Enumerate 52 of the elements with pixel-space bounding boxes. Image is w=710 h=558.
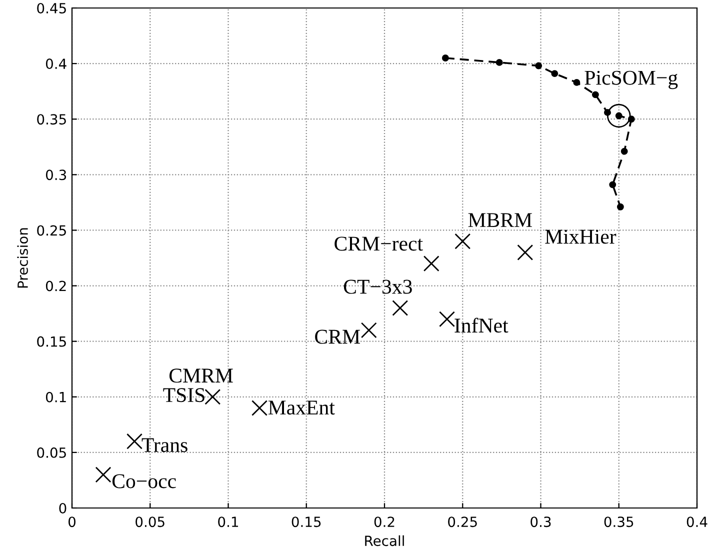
y-tick-label: 0.1 xyxy=(46,392,66,402)
point xyxy=(204,388,221,405)
point xyxy=(442,54,449,62)
annotation: InfNet xyxy=(454,318,508,333)
annotation: CRM−rect xyxy=(334,236,423,251)
point xyxy=(616,203,624,210)
x-tick-label: 0.1 xyxy=(218,516,238,528)
annotation: CRM xyxy=(315,330,360,344)
annotation: TSIS xyxy=(163,388,204,402)
point xyxy=(517,244,534,260)
x-tick-label: 0 xyxy=(68,516,76,528)
x-tick-label: 0.15 xyxy=(292,516,321,528)
x-tick-label: 0.2 xyxy=(374,516,394,528)
annotation: Trans xyxy=(142,438,188,452)
annotation: Co−occ xyxy=(112,474,176,488)
y-tick-label: 0.4 xyxy=(46,58,66,70)
point xyxy=(535,62,542,70)
y-tick-label: 0.45 xyxy=(37,2,66,14)
x-tick-label: 0.35 xyxy=(604,516,634,528)
y-tick-label: 0 xyxy=(59,502,66,514)
point xyxy=(95,466,112,483)
annotation: MBRM xyxy=(468,213,532,227)
point xyxy=(360,322,377,338)
point xyxy=(423,256,440,272)
point xyxy=(573,78,580,86)
annotation: CMRM xyxy=(169,368,233,383)
point xyxy=(252,400,268,416)
annotation: CT−3x3 xyxy=(344,280,412,294)
y-axis-title: Precision xyxy=(17,228,28,288)
x-tick-label: 0.05 xyxy=(136,516,164,528)
y-tick-label: 0.25 xyxy=(37,225,66,236)
x-tick-label: 0.25 xyxy=(448,516,477,528)
y-tick-label: 0.15 xyxy=(37,336,66,347)
point xyxy=(609,181,616,188)
x-tick-label: 0.3 xyxy=(530,516,551,528)
point xyxy=(392,300,408,316)
x-axis-title: Recall xyxy=(365,535,404,546)
annotation: MaxEnt xyxy=(268,400,335,415)
annotation: PicSOM−g xyxy=(584,70,678,90)
y-tick-label: 0.2 xyxy=(46,280,66,292)
point xyxy=(592,91,599,98)
point xyxy=(454,233,471,250)
point xyxy=(126,433,142,450)
x-tick-label: 0.4 xyxy=(686,516,708,528)
y-tick-label: 0.05 xyxy=(37,447,66,458)
point xyxy=(439,311,455,328)
point xyxy=(551,70,558,78)
point xyxy=(496,58,503,66)
point xyxy=(620,148,628,155)
y-tick-label: 0.3 xyxy=(46,170,66,180)
annotation: MixHier xyxy=(545,230,616,244)
y-tick-label: 0.35 xyxy=(37,114,66,125)
